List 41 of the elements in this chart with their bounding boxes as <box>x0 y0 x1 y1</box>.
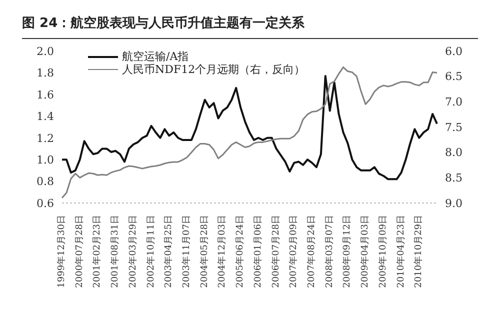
y-tick-label: 0.6 <box>36 196 54 210</box>
x-tick-label: 2001年02月23日 <box>92 215 103 288</box>
y2-tick-label: 9.0 <box>445 196 462 210</box>
y2-tick-label: 7.0 <box>445 96 462 109</box>
x-tick-label: 2007年08月24日 <box>306 215 317 288</box>
x-tick-label: 2008年09月12日 <box>342 215 353 288</box>
y2-tick-label: 6.0 <box>445 44 462 58</box>
x-tick-label: 2004年05月28日 <box>198 215 210 288</box>
legend-label: 航空运输/A指 <box>122 50 189 63</box>
x-tick-label: 2004年12月03日 <box>216 215 228 288</box>
y-tick-label: 1.8 <box>36 66 54 80</box>
x-tick-label: 2002年10月11日 <box>145 215 156 288</box>
y2-tick-label: 6.5 <box>445 70 462 84</box>
x-tick-label: 2005年06月24日 <box>234 215 246 288</box>
x-tick-label: 2003年11月07日 <box>181 215 192 288</box>
x-tick-label: 2006年07月28日 <box>270 215 282 288</box>
x-tick-label: 2010年04月23日 <box>395 215 406 288</box>
line-series <box>61 74 438 180</box>
line-series <box>61 66 438 199</box>
x-tick-label: 1999年12月30日 <box>56 215 67 288</box>
chart-title: 图 24：航空股表现与人民币升值主题有一定关系 <box>22 14 305 32</box>
y-tick-label: 1.0 <box>36 153 54 166</box>
y-tick-label: 1.6 <box>36 88 54 102</box>
x-tick-label: 2007年02月09日 <box>288 215 300 288</box>
x-tick-label: 2000年07月28日 <box>74 215 85 288</box>
y2-tick-label: 8.5 <box>445 172 462 185</box>
y-tick-label: 1.2 <box>36 132 54 145</box>
x-tick-label: 2003年04月25日 <box>163 215 174 288</box>
x-tick-label: 2009年04月03日 <box>360 215 371 288</box>
y2-tick-label: 7.5 <box>445 120 462 134</box>
y2-tick-label: 8.0 <box>445 146 462 160</box>
x-tick-label: 2008年03月07日 <box>324 215 335 288</box>
x-tick-label: 2010年10月29日 <box>413 215 424 288</box>
y-tick-label: 0.8 <box>36 175 54 188</box>
x-tick-label: 2001年08月31日 <box>110 215 121 288</box>
y-tick-label: 2.0 <box>36 44 54 58</box>
x-tick-label: 2002年03月29日 <box>127 215 138 288</box>
y-tick-label: 1.4 <box>36 110 54 124</box>
legend-label: 人民币NDF12个月远期（右，反向） <box>122 63 306 76</box>
x-tick-label: 2006年01月06日 <box>252 215 264 288</box>
x-tick-label: 2009年10月09日 <box>377 215 388 288</box>
